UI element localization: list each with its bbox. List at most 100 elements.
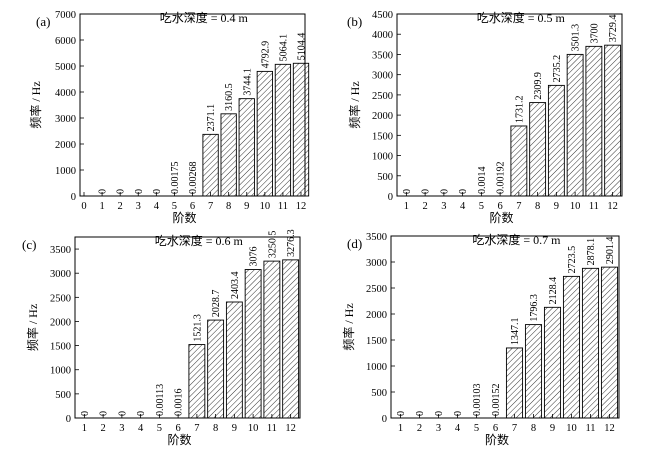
bar bbox=[510, 125, 528, 197]
plot-frame bbox=[396, 13, 623, 197]
bar-value-label: 2403.4 bbox=[230, 271, 241, 299]
bar-value-label: 5064.1 bbox=[278, 34, 289, 62]
bar bbox=[524, 324, 543, 419]
x-tick-label: 8 bbox=[213, 423, 218, 434]
y-tick-label: 500 bbox=[377, 172, 393, 183]
x-tick-label: 2 bbox=[101, 423, 106, 434]
bar-value-label: 3700 bbox=[589, 23, 600, 43]
x-tick-label: 2 bbox=[417, 423, 422, 434]
bar-value-label: 0 bbox=[99, 411, 110, 416]
bar bbox=[585, 45, 603, 197]
x-tick-label: 11 bbox=[589, 201, 599, 212]
panel-c: (c) 吃水深度 = 0.6 m0500100015002000250030003… bbox=[22, 229, 301, 447]
y-tick-label: 2500 bbox=[372, 91, 393, 102]
x-tick-label: 9 bbox=[244, 201, 249, 212]
bar-value-label: 1731.2 bbox=[514, 95, 525, 123]
x-tick-label: 10 bbox=[260, 201, 271, 212]
x-tick-label: 1 bbox=[404, 201, 409, 212]
y-tick-label: 2500 bbox=[366, 284, 387, 295]
x-tick-label: 12 bbox=[296, 201, 307, 212]
x-tick-label: 11 bbox=[585, 423, 595, 434]
bar bbox=[220, 113, 237, 197]
x-axis-label: 阶数 bbox=[172, 210, 196, 224]
panel-label: (a) bbox=[36, 14, 50, 29]
x-tick-label: 6 bbox=[493, 423, 498, 434]
panel-label: (c) bbox=[22, 237, 36, 252]
x-tick-label: 4 bbox=[154, 201, 160, 212]
bar-value-label: 2371.1 bbox=[206, 104, 217, 132]
y-tick-label: 0 bbox=[66, 414, 71, 425]
y-tick-label: 3500 bbox=[372, 50, 393, 61]
x-tick-label: 10 bbox=[248, 423, 259, 434]
bar bbox=[547, 84, 565, 197]
bar-value-label: 0 bbox=[421, 189, 432, 194]
x-tick-label: 8 bbox=[226, 201, 231, 212]
y-tick-label: 2500 bbox=[50, 293, 71, 304]
bar-value-label: 0.00175 bbox=[170, 162, 181, 195]
bar-value-label: 0.00113 bbox=[155, 384, 166, 416]
x-tick-label: 0 bbox=[81, 201, 86, 212]
bar-value-label: 3276.3 bbox=[286, 229, 297, 257]
y-tick-label: 2000 bbox=[55, 140, 76, 151]
bar-value-label: 0 bbox=[434, 411, 445, 416]
y-tick-label: 5000 bbox=[55, 62, 76, 73]
y-tick-label: 7000 bbox=[55, 10, 76, 21]
bar-value-label: 0.0016 bbox=[174, 389, 185, 417]
bar-value-label: 0 bbox=[116, 189, 127, 194]
bar bbox=[188, 344, 206, 419]
bar-value-label: 0 bbox=[134, 189, 145, 194]
bar-value-label: 2128.4 bbox=[548, 277, 559, 305]
y-axis-label: 频率 / Hz bbox=[28, 81, 43, 128]
bar bbox=[529, 102, 547, 197]
plot-frame bbox=[74, 236, 301, 419]
bar-value-label: 3160.5 bbox=[224, 83, 235, 111]
y-tick-label: 2000 bbox=[50, 317, 71, 328]
x-tick-label: 3 bbox=[119, 423, 124, 434]
x-tick-label: 9 bbox=[550, 423, 555, 434]
x-axis-label: 阶数 bbox=[167, 432, 191, 447]
x-tick-label: 3 bbox=[436, 423, 441, 434]
bar-value-label: 2309.9 bbox=[533, 72, 544, 100]
bar-value-label: 0 bbox=[402, 189, 413, 194]
x-tick-label: 4 bbox=[460, 201, 466, 212]
bar bbox=[207, 319, 225, 419]
y-tick-label: 0 bbox=[71, 192, 76, 203]
bar bbox=[202, 133, 219, 197]
x-tick-label: 4 bbox=[138, 423, 144, 434]
chart-title: 吃水深度 = 0.7 m bbox=[472, 232, 561, 247]
y-tick-label: 2000 bbox=[372, 111, 393, 122]
bar bbox=[581, 267, 600, 419]
bar-value-label: 3744.1 bbox=[242, 68, 253, 96]
bar bbox=[505, 347, 524, 419]
y-tick-label: 4000 bbox=[55, 88, 76, 99]
y-tick-label: 1500 bbox=[50, 342, 71, 353]
y-tick-label: 3000 bbox=[55, 114, 76, 125]
panel-d: (d) 吃水深度 = 0.7 m0500100015002000250030003… bbox=[341, 232, 620, 447]
y-tick-label: 3500 bbox=[50, 245, 71, 256]
bar bbox=[244, 269, 262, 419]
bar-value-label: 2878.1 bbox=[586, 238, 597, 266]
y-tick-label: 2000 bbox=[366, 310, 387, 321]
bar bbox=[263, 260, 281, 419]
x-tick-label: 1 bbox=[398, 423, 403, 434]
plot-frame bbox=[390, 235, 620, 419]
bar bbox=[282, 259, 300, 419]
x-tick-label: 11 bbox=[267, 423, 277, 434]
bar-value-label: 0 bbox=[152, 189, 163, 194]
bar-value-label: 0 bbox=[453, 411, 464, 416]
x-tick-label: 6 bbox=[176, 423, 181, 434]
y-tick-label: 3000 bbox=[372, 71, 393, 82]
bar-value-label: 0 bbox=[98, 189, 109, 194]
chart-title: 吃水深度 = 0.4 m bbox=[160, 10, 249, 25]
bar-value-label: 0 bbox=[415, 411, 426, 416]
bar bbox=[562, 275, 581, 419]
y-tick-label: 500 bbox=[371, 388, 387, 399]
y-tick-label: 6000 bbox=[55, 36, 76, 47]
bar-value-label: 0.00192 bbox=[496, 162, 507, 195]
y-tick-label: 0 bbox=[388, 192, 393, 203]
bar-value-label: 0 bbox=[396, 411, 407, 416]
bar-value-label: 0 bbox=[136, 411, 147, 416]
chart-title: 吃水深度 = 0.6 m bbox=[155, 233, 244, 248]
bar-value-label: 0 bbox=[439, 189, 450, 194]
x-tick-label: 6 bbox=[498, 201, 503, 212]
